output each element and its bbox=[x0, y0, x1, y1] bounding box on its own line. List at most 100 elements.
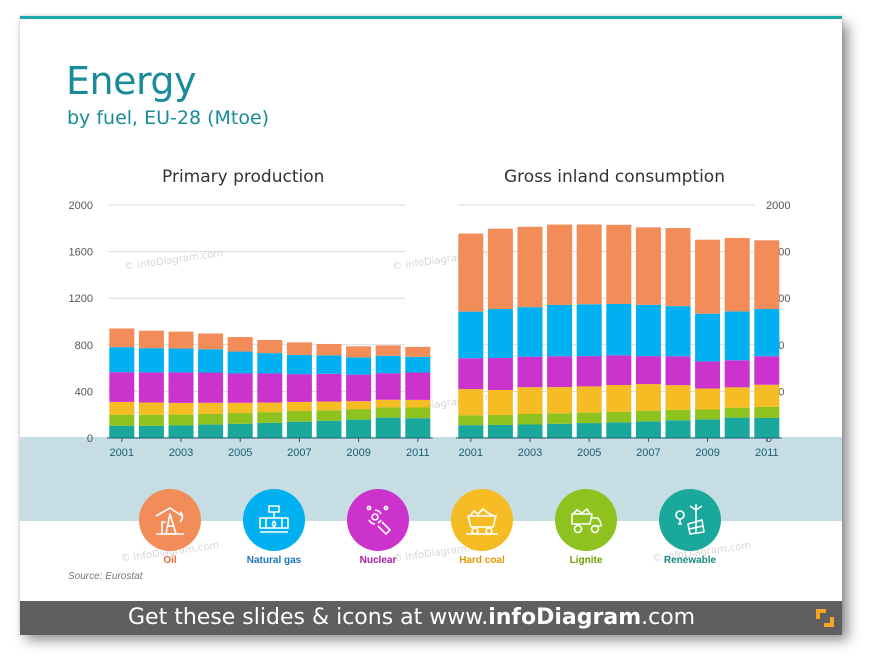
bar-segment bbox=[576, 423, 602, 438]
bar-segment bbox=[316, 401, 342, 411]
bar-segment bbox=[405, 407, 431, 419]
footer-promo[interactable]: Get these slides & icons at www.infoDiag… bbox=[128, 605, 695, 630]
bar-segment bbox=[109, 414, 135, 426]
bar-segment bbox=[198, 349, 224, 373]
x-tick-label: 2007 bbox=[636, 447, 660, 459]
bar-segment bbox=[576, 224, 602, 305]
legend-item-oil: Oil bbox=[130, 489, 210, 566]
x-tick-label: 2003 bbox=[518, 447, 542, 459]
bar-segment bbox=[316, 355, 342, 374]
bar-segment bbox=[405, 356, 431, 373]
bar-segment bbox=[547, 224, 573, 305]
y-tick-label: 2000 bbox=[766, 200, 790, 212]
x-tick-label: 2007 bbox=[287, 447, 311, 459]
bar-segment bbox=[517, 226, 543, 308]
bar-segment bbox=[168, 414, 194, 426]
bar-segment bbox=[576, 386, 602, 413]
bar-segment bbox=[316, 410, 342, 421]
legend-item-renewable: Renewable bbox=[650, 489, 730, 566]
bar-segment bbox=[286, 401, 312, 411]
bar-segment bbox=[257, 412, 283, 423]
bar-segment bbox=[487, 415, 513, 425]
bar-segment bbox=[257, 402, 283, 413]
x-tick-label: 2011 bbox=[755, 447, 779, 459]
legend-label-lignite: Lignite bbox=[569, 555, 603, 566]
bar-segment bbox=[754, 417, 780, 438]
bar-segment bbox=[198, 333, 224, 350]
x-tick-label: 2003 bbox=[169, 447, 193, 459]
bar-segment bbox=[517, 424, 543, 438]
bar-segment bbox=[695, 313, 721, 362]
source-note: Source: Eurostat bbox=[68, 571, 143, 582]
gas-pipeline-icon bbox=[243, 489, 305, 551]
y-tick-label: 0 bbox=[766, 433, 772, 445]
wind-solar-icon bbox=[659, 489, 721, 551]
bar-segment bbox=[606, 304, 632, 356]
bar-segment bbox=[635, 304, 661, 357]
bar-segment bbox=[754, 406, 780, 418]
bar-segment bbox=[198, 402, 224, 414]
bar-segment bbox=[695, 388, 721, 410]
bar-segment bbox=[109, 347, 135, 373]
bar-segment bbox=[346, 374, 372, 402]
x-tick-label: 2005 bbox=[577, 447, 601, 459]
bar-segment bbox=[109, 425, 135, 438]
bar-segment bbox=[606, 355, 632, 385]
bar-segment bbox=[695, 409, 721, 420]
footer-brand: infoDiagram bbox=[488, 605, 642, 630]
bar-segment bbox=[576, 304, 602, 357]
y-tick-label: 400 bbox=[75, 386, 93, 398]
bar-segment bbox=[316, 420, 342, 438]
footer-prefix: Get these slides & icons at www. bbox=[128, 605, 489, 630]
bar-segment bbox=[109, 372, 135, 402]
bar-segment bbox=[606, 224, 632, 305]
bar-segment bbox=[286, 374, 312, 402]
bar-segment bbox=[547, 387, 573, 414]
y-tick-label: 1600 bbox=[69, 247, 93, 259]
bar-segment bbox=[109, 328, 135, 348]
bar-segment bbox=[198, 413, 224, 425]
bar-segment bbox=[138, 348, 164, 373]
bar-segment bbox=[547, 423, 573, 438]
bar-segment bbox=[458, 389, 484, 416]
bar-segment bbox=[547, 304, 573, 357]
bar-segment bbox=[724, 417, 750, 438]
bar-segment bbox=[695, 419, 721, 438]
bar-segment bbox=[138, 402, 164, 415]
bar-segment bbox=[635, 356, 661, 385]
bar-segment bbox=[576, 412, 602, 424]
bar-segment bbox=[487, 309, 513, 358]
bar-segment bbox=[286, 354, 312, 375]
bar-segment bbox=[754, 309, 780, 357]
bar-segment bbox=[375, 399, 401, 408]
legend-label-natural-gas: Natural gas bbox=[246, 555, 302, 566]
bar-segment bbox=[227, 336, 253, 352]
y-tick-label: 2000 bbox=[69, 200, 93, 212]
bar-segment bbox=[517, 307, 543, 357]
bar-segment bbox=[458, 425, 484, 438]
bar-segment bbox=[458, 233, 484, 312]
bar-segment bbox=[138, 425, 164, 438]
bar-segment bbox=[547, 356, 573, 388]
footer-bar: Get these slides & icons at www.infoDiag… bbox=[20, 601, 842, 635]
slide: Energy by fuel, EU-28 (Mtoe) Primary pro… bbox=[20, 16, 842, 635]
chart-title-consumption: Gross inland consumption bbox=[504, 167, 725, 187]
bar-segment bbox=[665, 385, 691, 410]
bar-segment bbox=[168, 402, 194, 415]
bar-segment bbox=[547, 413, 573, 424]
bar-segment bbox=[138, 372, 164, 403]
x-tick-label: 2001 bbox=[110, 447, 134, 459]
legend-item-hard-coal: Hard coal bbox=[442, 489, 522, 566]
bar-segment bbox=[635, 421, 661, 438]
bar-segment bbox=[346, 419, 372, 438]
bar-segment bbox=[375, 355, 401, 374]
footer-suffix: .com bbox=[641, 605, 696, 630]
legend-item-nuclear: Nuclear bbox=[338, 489, 418, 566]
bar-segment bbox=[635, 227, 661, 305]
bar-segment bbox=[724, 237, 750, 312]
bar-segment bbox=[227, 413, 253, 424]
oil-pump-icon bbox=[139, 489, 201, 551]
y-tick-label: 800 bbox=[75, 340, 93, 352]
x-tick-label: 2009 bbox=[695, 447, 719, 459]
bar-segment bbox=[695, 361, 721, 389]
